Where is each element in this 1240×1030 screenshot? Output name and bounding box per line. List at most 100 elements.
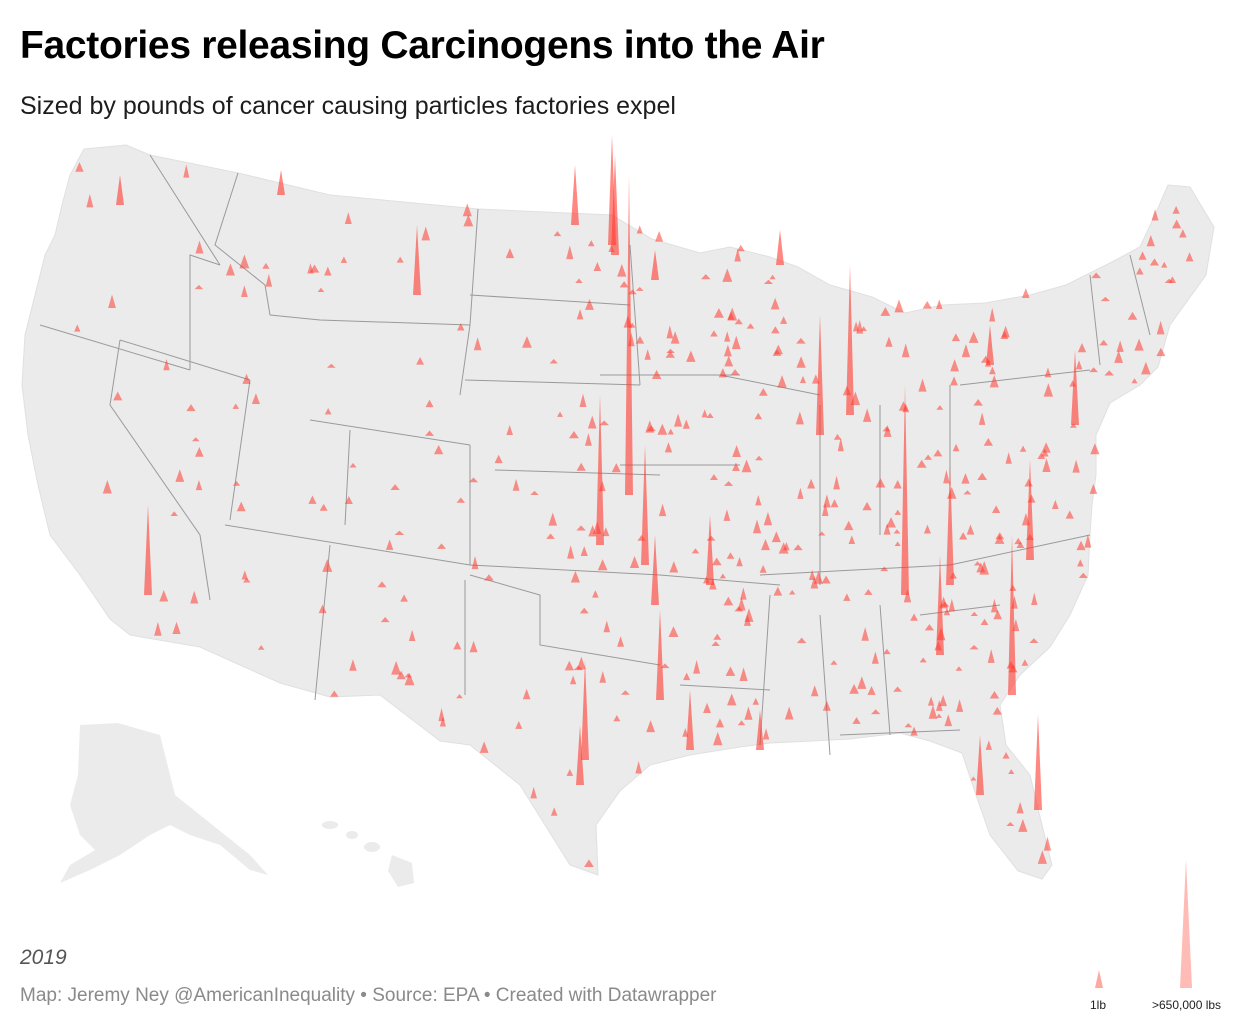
emission-spike (163, 358, 170, 371)
emission-spike (154, 621, 162, 636)
emission-spike (818, 531, 826, 536)
emission-spike (522, 336, 532, 348)
emission-spike (670, 331, 680, 344)
emission-spike (797, 487, 804, 499)
emission-spike (194, 284, 204, 290)
emission-spike (408, 629, 416, 641)
emission-spike (183, 164, 190, 178)
border-ca-nv (109, 339, 211, 601)
emission-spike (719, 573, 727, 579)
emission-spike (457, 322, 465, 331)
emission-spike (723, 481, 734, 486)
emission-spike (1043, 383, 1054, 397)
emission-spike (317, 287, 325, 292)
emission-spike (992, 505, 1001, 513)
emission-spike (857, 676, 867, 689)
border-mn-wi (629, 244, 641, 386)
emission-spike (936, 699, 943, 711)
emission-spike (568, 430, 579, 439)
border-wa-id (149, 154, 221, 266)
emission-spike (966, 524, 975, 535)
legend-min-label: 1lb (1090, 998, 1107, 1012)
emission-spike (651, 250, 659, 280)
emission-spike (1089, 367, 1098, 373)
us-land (21, 144, 1215, 887)
emission-spike (625, 175, 633, 495)
emission-spike (793, 544, 803, 551)
emission-spike (75, 162, 84, 172)
emission-spike (599, 420, 610, 426)
emission-spike (191, 437, 200, 442)
emission-spike (484, 574, 494, 581)
emission-spike (759, 564, 767, 573)
emission-spike (613, 714, 621, 722)
emission-spike (810, 685, 819, 697)
emission-spike (950, 376, 958, 386)
emission-spike (597, 559, 608, 571)
emission-spike (660, 663, 670, 669)
emission-spike (985, 740, 992, 750)
emission-spike (771, 326, 780, 334)
emission-spike (1018, 819, 1028, 832)
emission-spike (494, 454, 503, 464)
emission-spike (74, 324, 81, 332)
emission-spike (324, 407, 332, 415)
emission-spike (1042, 458, 1051, 472)
emission-spike (1072, 459, 1080, 473)
emission-spike (456, 497, 466, 503)
emission-spike (453, 641, 462, 650)
emission-spike (636, 225, 643, 234)
emission-spike (1172, 206, 1180, 214)
emission-spike (242, 373, 251, 384)
emission-spike (683, 672, 691, 681)
emission-spike (1114, 350, 1124, 363)
border-al-ga (879, 604, 891, 736)
emission-spike (319, 503, 328, 511)
border-tn-ky (759, 564, 951, 576)
emission-spike (963, 490, 972, 495)
emission-spike (726, 552, 735, 559)
emission-spike (706, 412, 714, 419)
emission-spike (713, 633, 722, 640)
emission-spike (1069, 423, 1077, 428)
emission-spike (1161, 261, 1168, 268)
emission-spike (553, 231, 562, 237)
emission-spike (718, 368, 727, 378)
emission-spike (505, 248, 515, 259)
emission-spike (1077, 342, 1087, 353)
emission-spike (682, 727, 689, 737)
emission-spike (588, 525, 597, 537)
emission-spike (799, 375, 807, 384)
emission-spike (762, 728, 770, 740)
emission-spike (421, 226, 431, 241)
emission-spike (611, 463, 621, 473)
emission-spike (318, 604, 327, 614)
emission-spike (172, 621, 181, 634)
emission-spike (1151, 209, 1159, 221)
emission-spike (86, 193, 94, 208)
emission-spike (992, 706, 1002, 715)
credit-source: Source: EPA (372, 985, 479, 1006)
emission-spike (885, 336, 893, 347)
emission-spike (1135, 267, 1144, 275)
credit-tool[interactable]: Created with Datawrapper (495, 985, 717, 1006)
emission-spike (755, 494, 762, 506)
border-ms-la (759, 594, 771, 746)
emission-spike (780, 316, 788, 324)
emission-spike (901, 385, 909, 595)
emission-spike (277, 170, 285, 195)
emission-spike (894, 299, 904, 313)
us-spike-map (21, 135, 1215, 887)
emission-spike (812, 374, 820, 384)
emission-spike (1134, 338, 1144, 351)
legend-spike-max (1180, 860, 1192, 988)
emission-spike (1006, 822, 1015, 827)
emission-spike (1016, 801, 1024, 814)
emission-spike (956, 699, 964, 712)
emission-spike (736, 244, 745, 252)
emission-spike (732, 462, 740, 471)
emission-spike (861, 627, 869, 641)
emission-spike (723, 509, 731, 521)
emission-spike (548, 512, 558, 526)
emission-spike (752, 697, 760, 705)
